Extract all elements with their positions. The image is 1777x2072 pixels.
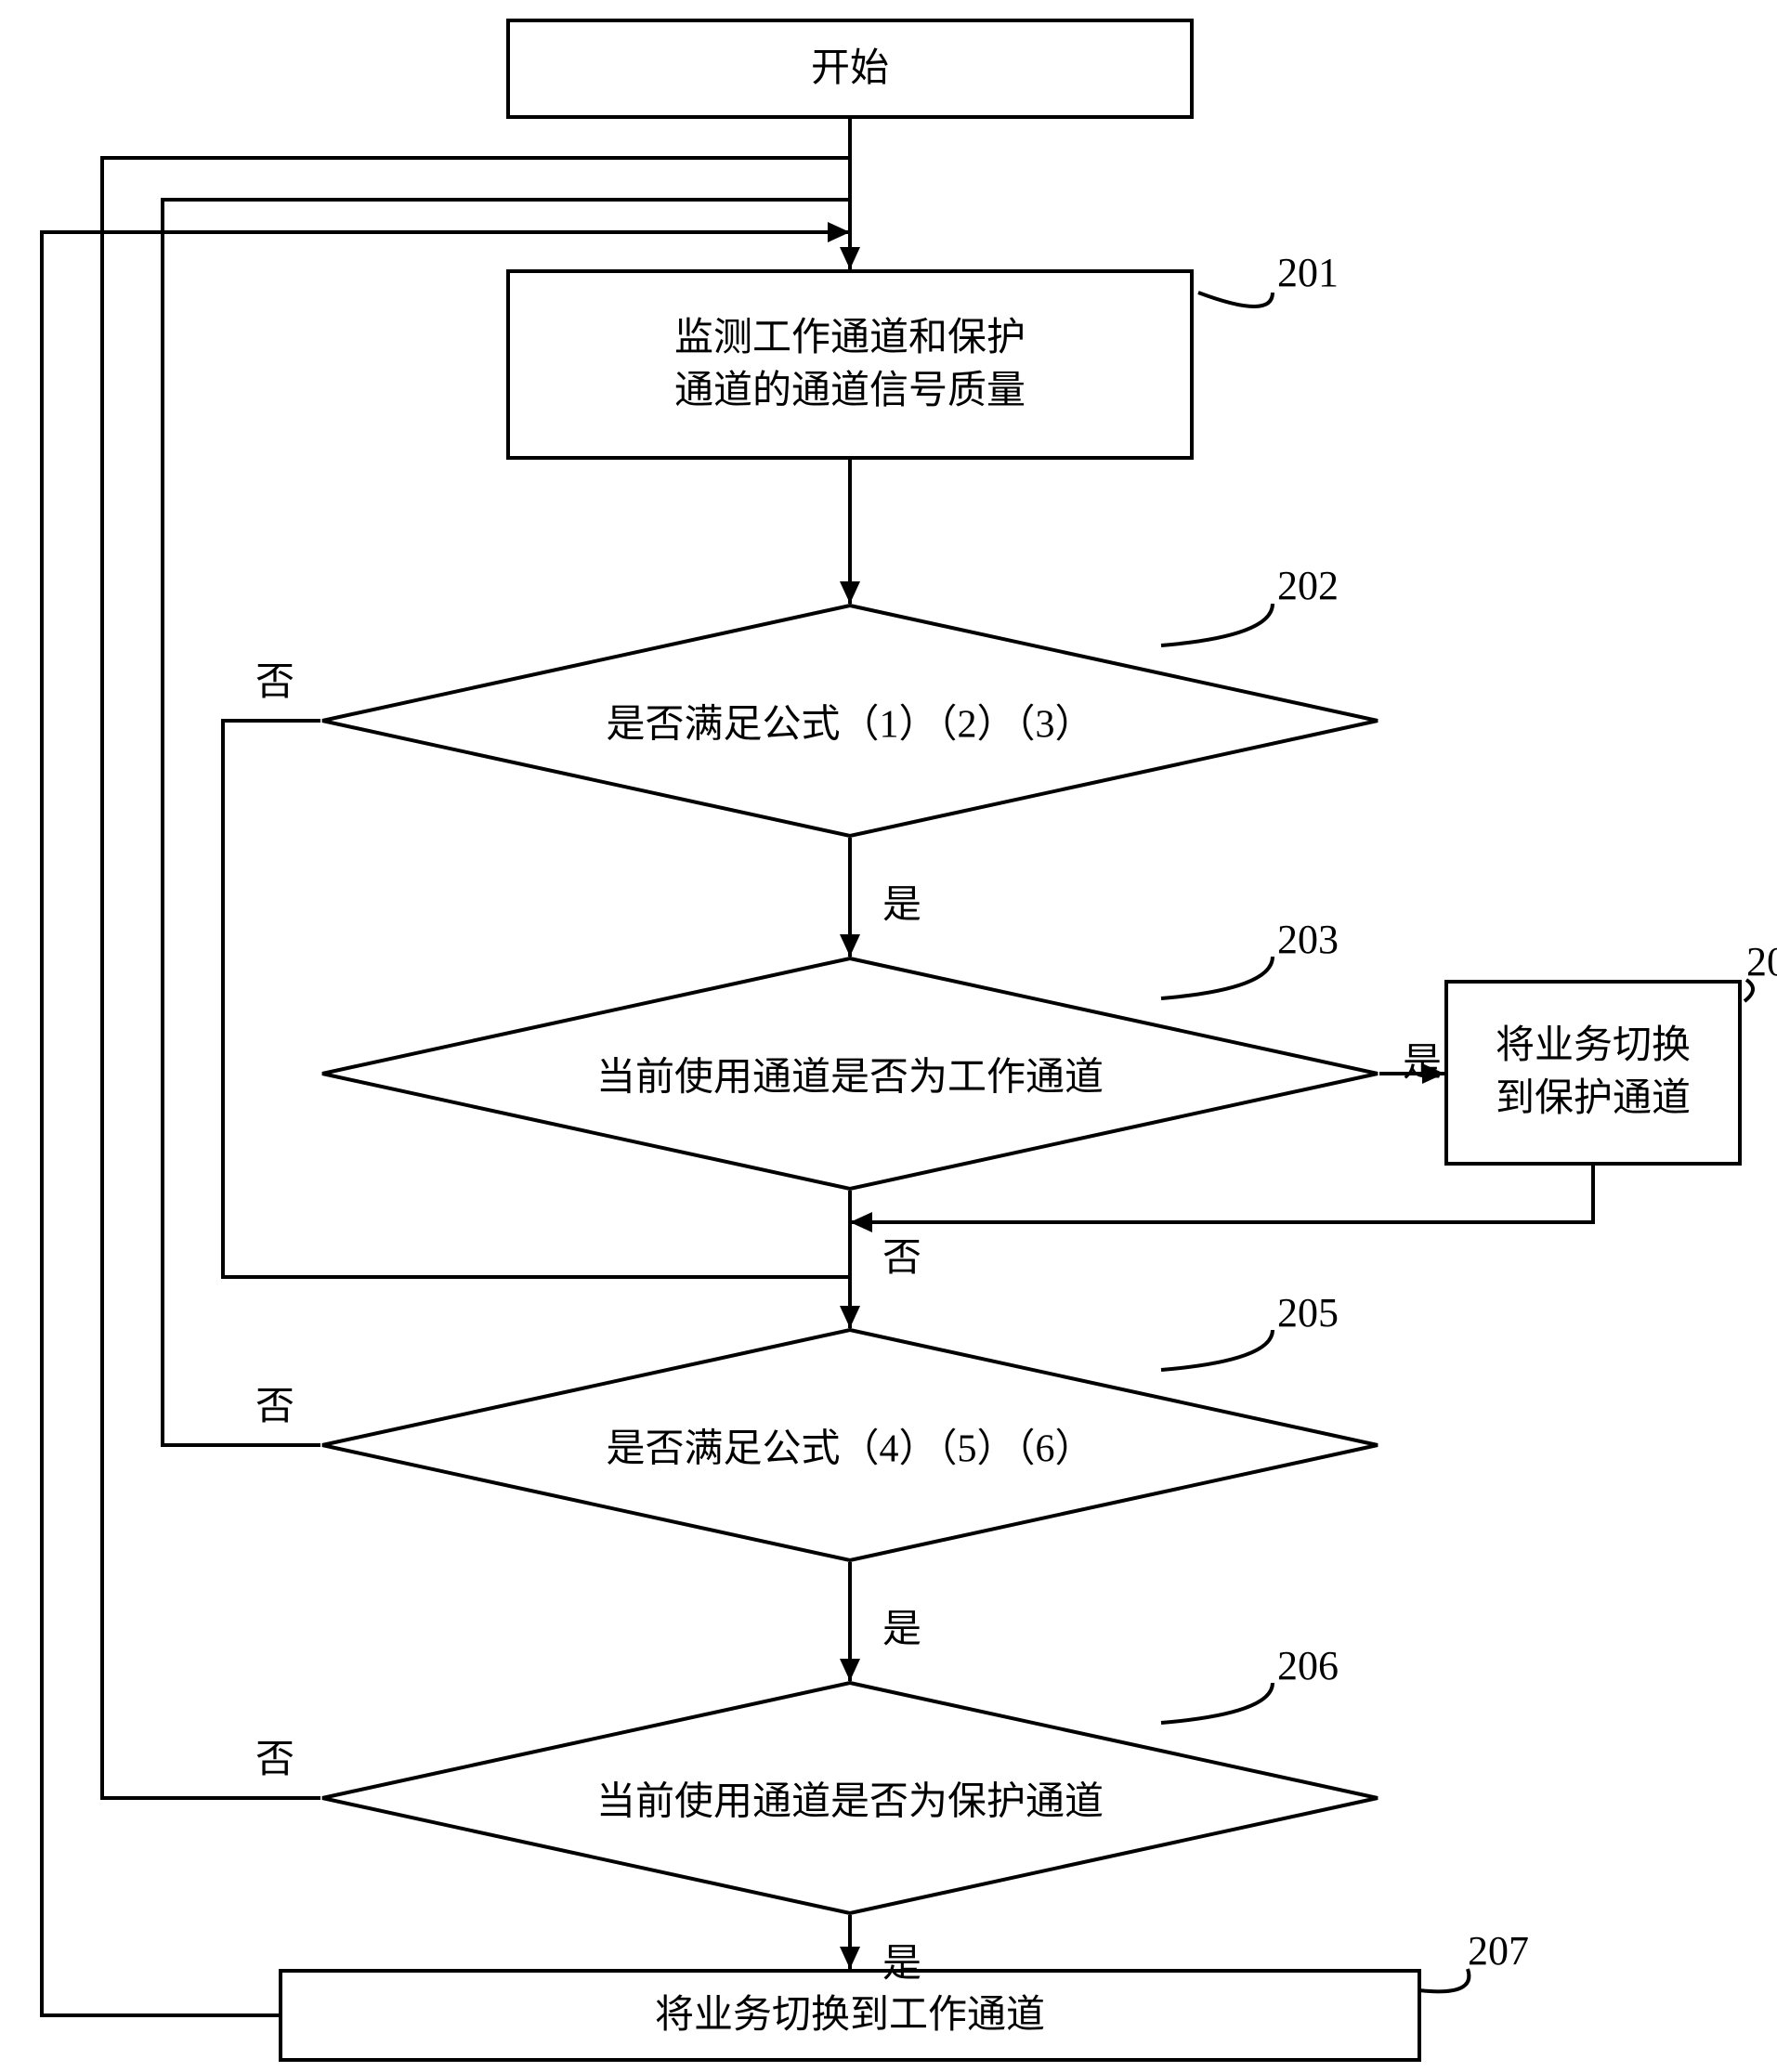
edge-label-202-yes: 是 <box>882 873 921 930</box>
step-label-206: 206 <box>1277 1642 1339 1689</box>
node-207: 将业务切换到工作通道 <box>279 1969 1421 2062</box>
edge-label-206-no: 否 <box>255 1727 294 1784</box>
step-label-201: 201 <box>1277 249 1339 296</box>
edge-label-205-yes: 是 <box>882 1597 921 1654</box>
node-207-label: 将业务切换到工作通道 <box>655 1989 1045 2042</box>
step-label-202: 202 <box>1277 562 1339 609</box>
node-205: 是否满足公式（4）（5）（6） <box>320 1328 1379 1562</box>
node-202: 是否满足公式（1）（2）（3） <box>320 604 1379 838</box>
step-label-207: 207 <box>1468 1927 1529 1974</box>
node-201-line1: 监测工作通道和保护 <box>674 317 1026 359</box>
step-label-205: 205 <box>1277 1289 1339 1336</box>
start-node: 开始 <box>506 19 1194 119</box>
node-203: 当前使用通道是否为工作通道 <box>320 957 1379 1191</box>
node-204: 将业务切换 到保护通道 <box>1444 980 1742 1166</box>
node-204-line1: 将业务切换 <box>1496 1024 1691 1067</box>
node-204-text: 将业务切换 到保护通道 <box>1496 1020 1691 1125</box>
node-204-line2: 到保护通道 <box>1496 1077 1691 1120</box>
node-201: 监测工作通道和保护 通道的通道信号质量 <box>506 269 1194 460</box>
edge-label-203-no: 否 <box>882 1226 921 1283</box>
step-label-204: 204 <box>1746 938 1777 985</box>
node-206: 当前使用通道是否为保护通道 <box>320 1681 1379 1915</box>
start-label: 开始 <box>811 43 889 96</box>
node-201-text: 监测工作通道和保护 通道的通道信号质量 <box>674 312 1026 417</box>
edge-label-205-no: 否 <box>255 1375 294 1431</box>
flowchart-canvas: 开始 监测工作通道和保护 通道的通道信号质量 是否满足公式（1）（2）（3） 当… <box>0 0 1777 2072</box>
node-201-line2: 通道的通道信号质量 <box>674 370 1026 412</box>
edge-label-202-no: 否 <box>255 650 294 707</box>
edge-label-206-yes: 是 <box>882 1932 921 1988</box>
step-label-203: 203 <box>1277 916 1339 963</box>
edge-label-203-yes: 是 <box>1403 1031 1442 1088</box>
